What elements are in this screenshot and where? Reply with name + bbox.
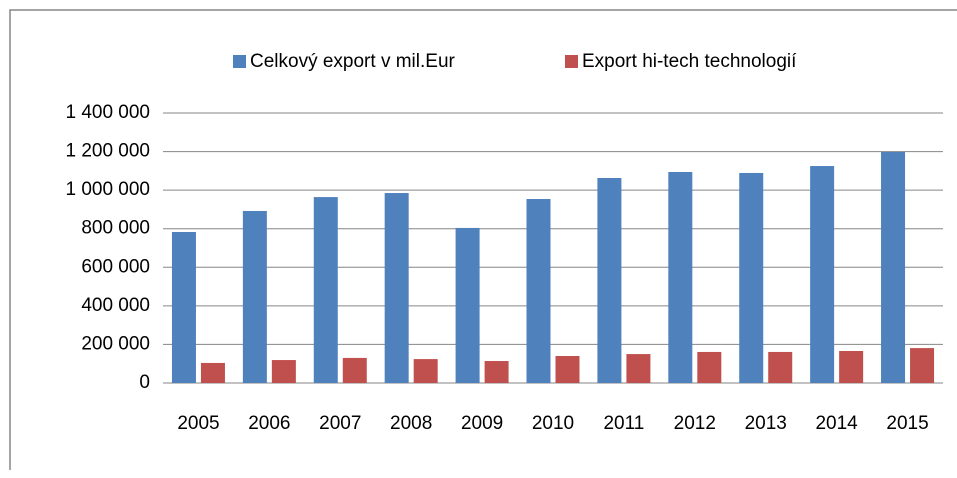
bar <box>413 359 438 383</box>
bar <box>271 360 296 383</box>
x-tick-label: 2007 <box>319 413 361 434</box>
bar <box>455 227 480 383</box>
x-tick-label: 2011 <box>603 413 644 434</box>
bar <box>200 362 225 383</box>
y-tick-label: 800 000 <box>81 218 150 239</box>
bar <box>384 193 409 383</box>
legend-swatch <box>565 55 578 68</box>
y-tick-label: 0 <box>139 372 150 393</box>
x-tick-label: 2013 <box>745 413 787 434</box>
bar <box>555 356 580 383</box>
bar <box>526 199 551 383</box>
bar <box>768 351 793 383</box>
y-tick-label: 200 000 <box>81 333 150 354</box>
y-tick-label: 600 000 <box>81 256 150 277</box>
y-tick-label: 400 000 <box>81 295 150 316</box>
bar <box>484 361 509 383</box>
bar <box>668 172 693 383</box>
bar <box>810 166 835 383</box>
bar <box>910 348 935 383</box>
bar <box>839 350 864 383</box>
x-tick-label: 2005 <box>177 413 219 434</box>
bar <box>697 351 722 383</box>
bar <box>242 210 267 383</box>
x-tick-label: 2008 <box>390 413 432 434</box>
bar <box>313 197 338 383</box>
x-tick-label: 2010 <box>532 413 574 434</box>
bar <box>171 231 196 383</box>
bar <box>881 151 906 383</box>
legend-swatch <box>233 55 246 68</box>
x-tick-label: 2012 <box>674 413 716 434</box>
frame <box>9 9 957 470</box>
y-tick-label: 1 200 000 <box>65 141 150 162</box>
x-tick-label: 2015 <box>886 413 928 434</box>
bar <box>342 357 367 383</box>
bar <box>626 354 651 383</box>
x-tick-label: 2014 <box>815 413 858 434</box>
bar <box>597 177 622 383</box>
bar <box>739 172 764 383</box>
legend-label: Export hi-tech technologií <box>582 51 797 72</box>
legend-label: Celkový export v mil.Eur <box>250 51 456 72</box>
x-tick-label: 2009 <box>461 413 503 434</box>
x-tick-label: 2006 <box>248 413 290 434</box>
y-tick-label: 1 000 000 <box>65 179 150 200</box>
y-tick-label: 1 400 000 <box>65 102 150 123</box>
